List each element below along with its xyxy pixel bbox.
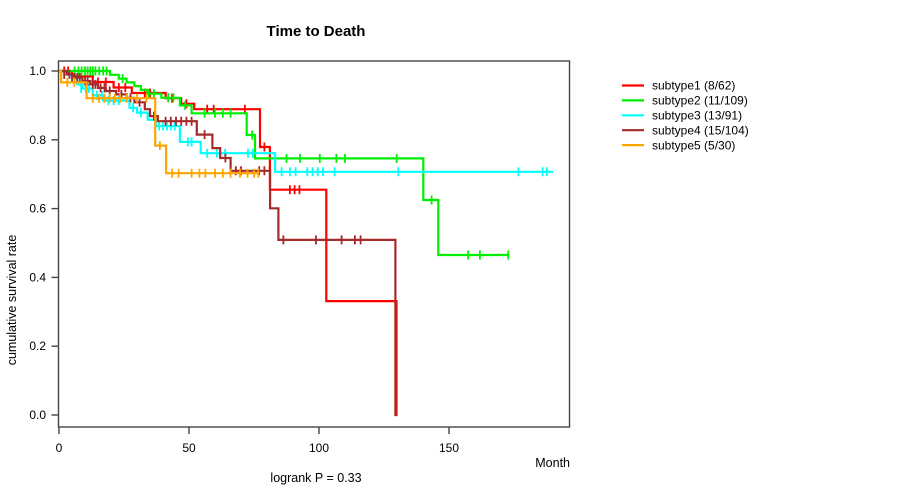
legend-label-subtype1: subtype1 (8/62) xyxy=(652,79,735,93)
legend-label-subtype5: subtype5 (5/30) xyxy=(652,138,735,152)
legend: subtype1 (8/62)subtype2 (11/109)subtype3… xyxy=(622,79,749,152)
legend-label-subtype3: subtype3 (13/91) xyxy=(652,109,742,123)
y-tick-label: 0.2 xyxy=(29,339,46,353)
legend-label-subtype4: subtype4 (15/104) xyxy=(652,123,749,137)
y-tick-label: 0.8 xyxy=(29,133,46,147)
legend-label-subtype2: subtype2 (11/109) xyxy=(652,94,748,108)
censor-ticks-subtype5 xyxy=(66,77,260,178)
x-axis-ticks: 0 50 100 150 xyxy=(56,427,459,455)
x-tick-label: 150 xyxy=(439,441,459,455)
y-tick-label: 0.4 xyxy=(29,270,46,284)
x-axis-label: Month xyxy=(535,456,570,470)
logrank-annotation: logrank P = 0.33 xyxy=(270,471,361,485)
y-tick-label: 0.6 xyxy=(29,202,46,216)
y-tick-label: 1.0 xyxy=(29,64,46,78)
chart-title: Time to Death xyxy=(267,23,366,40)
censor-ticks-subtype2 xyxy=(73,66,510,260)
x-tick-label: 0 xyxy=(56,441,63,455)
plot-frame xyxy=(57,60,571,428)
survival-curve-subtype3 xyxy=(59,69,553,173)
survival-curves xyxy=(59,66,553,417)
survival-curve-subtype1 xyxy=(59,69,398,417)
censor-ticks-subtype3 xyxy=(80,84,548,177)
y-axis-ticks: 0.0 0.2 0.4 0.6 0.8 1.0 xyxy=(29,64,59,422)
x-tick-label: 50 xyxy=(182,441,196,455)
censor-ticks-subtype4 xyxy=(63,69,362,245)
y-tick-label: 0.0 xyxy=(29,408,46,422)
x-tick-label: 100 xyxy=(309,441,329,455)
survival-curve-subtype4 xyxy=(59,69,397,417)
y-axis-label: cumulative survival rate xyxy=(5,235,19,366)
